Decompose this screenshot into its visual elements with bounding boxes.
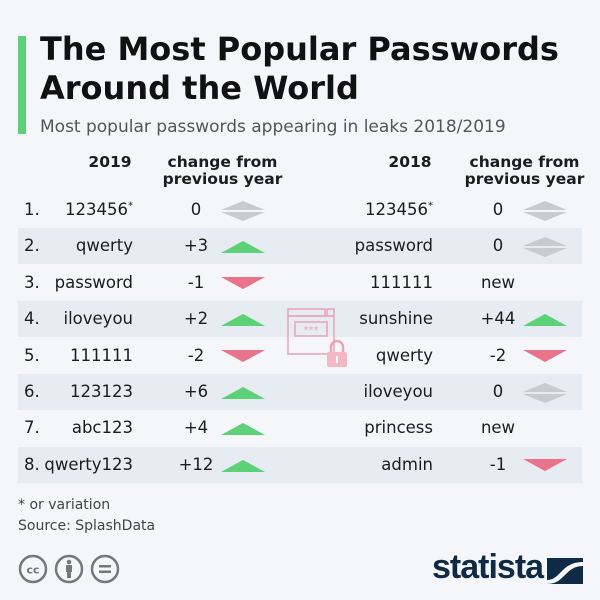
variation-mark: * bbox=[428, 200, 433, 212]
table-row: 5. 111111 -2 qwerty -2 bbox=[18, 338, 582, 374]
password-2019: 111111 bbox=[70, 346, 133, 365]
header-2018: 2018 bbox=[388, 153, 432, 171]
password-text: 123123 bbox=[70, 382, 133, 401]
header-change-2018: change from previous year bbox=[464, 153, 585, 188]
password-text: admin bbox=[381, 454, 433, 474]
change-2019: 0 bbox=[190, 200, 202, 219]
password-text: 123456 bbox=[65, 200, 128, 219]
source: Source: SplashData bbox=[18, 518, 156, 534]
password-text: qwerty123 bbox=[44, 454, 133, 474]
change-2018: 0 bbox=[492, 200, 504, 219]
change-2018: -1 bbox=[489, 454, 507, 474]
rank: 3. bbox=[24, 272, 40, 292]
change-2019-up-arrow-icon bbox=[221, 241, 265, 254]
password-2019: qwerty bbox=[76, 236, 133, 255]
password-2018: iloveyou bbox=[364, 382, 434, 401]
change-2019-no-change-icon bbox=[221, 201, 265, 221]
change-2019: -1 bbox=[187, 272, 205, 292]
statista-logo[interactable]: statista bbox=[432, 548, 544, 586]
rank: 6. bbox=[24, 382, 40, 401]
header-change-2019: change from previous year bbox=[162, 153, 283, 188]
title: The Most Popular Passwords Around the Wo… bbox=[40, 30, 559, 107]
variation-mark: * bbox=[128, 200, 133, 212]
password-2018: sunshine bbox=[359, 309, 433, 328]
password-2018: 111111 bbox=[370, 273, 433, 292]
nd-icon[interactable] bbox=[90, 554, 120, 584]
table-row: 2. qwerty +3 password 0 bbox=[18, 228, 582, 265]
change-2018: new bbox=[480, 418, 516, 438]
password-text: password bbox=[54, 272, 133, 292]
by-icon[interactable] bbox=[54, 554, 84, 584]
accent-bar bbox=[18, 36, 26, 134]
change-2019-up-arrow-icon bbox=[221, 423, 265, 436]
password-text: abc123 bbox=[71, 418, 133, 438]
svg-text:cc: cc bbox=[26, 564, 39, 577]
change-2018-no-change-icon bbox=[523, 201, 567, 221]
password-2018: qwerty bbox=[376, 346, 433, 365]
password-2019: iloveyou bbox=[64, 309, 134, 328]
change-2018-no-change-icon bbox=[523, 383, 567, 403]
password-text: 123456 bbox=[365, 200, 428, 219]
rank: 1. bbox=[24, 200, 40, 219]
statista-logo-icon bbox=[547, 558, 583, 584]
change-2019: +12 bbox=[178, 454, 214, 474]
password-2019: abc123 bbox=[72, 418, 133, 437]
change-2019-up-arrow-icon bbox=[221, 387, 265, 399]
password-2019: qwerty123 bbox=[44, 455, 133, 474]
password-2018: password bbox=[355, 236, 433, 255]
table-row: 8. qwerty123 +12 admin -1 bbox=[18, 446, 582, 483]
change-2019: -2 bbox=[187, 345, 205, 365]
change-2019: +3 bbox=[183, 236, 209, 256]
change-2019-up-arrow-icon bbox=[221, 459, 265, 472]
change-2018: +44 bbox=[480, 309, 516, 329]
rank: 2. bbox=[24, 236, 40, 256]
change-2019-down-arrow-icon bbox=[221, 349, 265, 362]
change-2019: +2 bbox=[183, 309, 209, 329]
password-2018: admin bbox=[381, 455, 433, 474]
password-2019: 123456* bbox=[65, 200, 133, 219]
svg-text:***: *** bbox=[304, 325, 319, 336]
change-2018-down-arrow-icon bbox=[523, 458, 567, 471]
change-2018-no-change-icon bbox=[523, 237, 567, 258]
password-2019: password bbox=[55, 273, 133, 292]
password-text: qwerty bbox=[375, 345, 433, 365]
password-lock-icon: *** bbox=[287, 308, 347, 367]
password-text: iloveyou bbox=[363, 382, 434, 401]
change-2019: +6 bbox=[183, 382, 209, 401]
subtitle: Most popular passwords appearing in leak… bbox=[40, 117, 506, 137]
rank: 4. bbox=[24, 309, 40, 329]
table-row: 7. abc123 +4 princess new bbox=[18, 410, 582, 446]
change-2019: +4 bbox=[183, 418, 209, 438]
table-row: 6. 123123 +6 iloveyou 0 bbox=[18, 374, 582, 410]
password-text: 111111 bbox=[70, 345, 133, 365]
password-text: qwerty bbox=[75, 236, 133, 256]
change-2018-up-arrow-icon bbox=[523, 314, 567, 327]
password-2018: princess bbox=[364, 418, 433, 437]
table-row: 4. iloveyou +2 sunshine +44 bbox=[18, 301, 582, 338]
rank: 5. bbox=[24, 345, 40, 365]
password-text: sunshine bbox=[359, 309, 433, 329]
change-2018: 0 bbox=[492, 236, 504, 256]
password-text: princess bbox=[364, 418, 433, 438]
rank: 7. bbox=[24, 418, 40, 438]
cc-icon[interactable]: cc bbox=[18, 554, 48, 584]
password-text: password bbox=[354, 236, 433, 256]
change-2018-down-arrow-icon bbox=[523, 349, 567, 362]
footnote: * or variation bbox=[18, 497, 111, 513]
password-text: iloveyou bbox=[63, 309, 134, 329]
password-text: 111111 bbox=[370, 272, 433, 292]
password-2019: 123123 bbox=[70, 382, 133, 401]
change-2019-up-arrow-icon bbox=[221, 314, 265, 327]
rank: 8. bbox=[24, 454, 40, 474]
change-2018: new bbox=[480, 272, 516, 292]
table-row: 3. password -1 111111 new bbox=[18, 265, 582, 301]
change-2018: -2 bbox=[489, 345, 507, 365]
table-row: 1. 123456* 0 123456* 0 bbox=[18, 192, 582, 228]
change-2018: 0 bbox=[492, 382, 504, 401]
password-2018: 123456* bbox=[365, 200, 433, 219]
change-2019-down-arrow-icon bbox=[221, 276, 265, 289]
header-2019: 2019 bbox=[88, 153, 132, 171]
